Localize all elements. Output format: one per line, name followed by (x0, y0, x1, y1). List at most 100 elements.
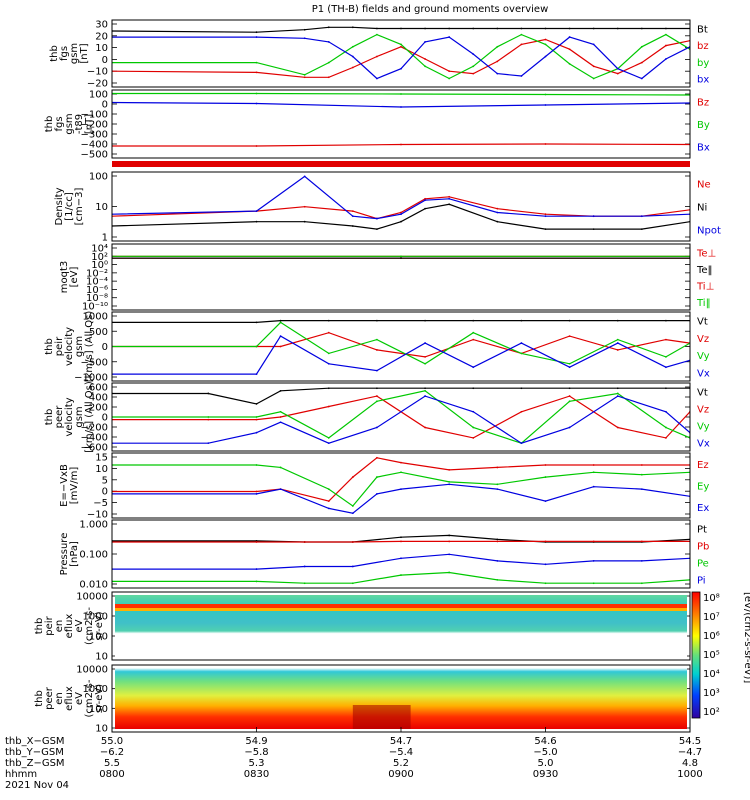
data-point (303, 205, 306, 208)
panel-ylabel: sr-eV) (94, 611, 105, 640)
data-point (448, 77, 451, 80)
panel-ylabel: peir (54, 336, 65, 356)
data-point (544, 563, 547, 566)
data-point (448, 27, 451, 30)
data-point (472, 437, 475, 439)
y-tick-label: 1000 (83, 312, 108, 323)
data-point (496, 538, 499, 541)
legend-Vz: Vz (697, 334, 709, 345)
series-group (112, 534, 690, 585)
data-point (376, 77, 378, 80)
x-tick-label: 54.7 (390, 736, 412, 747)
legend-Vz: Vz (697, 405, 709, 416)
y-tick-label: 100 (89, 172, 108, 183)
data-point (255, 418, 258, 421)
data-point (207, 392, 210, 395)
panel-frame (111, 171, 691, 242)
data-point (616, 395, 619, 397)
data-point (351, 45, 354, 48)
data-point (303, 220, 306, 223)
panel-peir_eflux: thb peir en eflux eV (cm2-s-sr-eV) 10000 1000 10… (34, 591, 691, 663)
x-tick-label: 5.0 (538, 758, 554, 769)
panel-ylabel: E=−VxB (59, 464, 70, 507)
y-tick-label: −400 (81, 140, 108, 151)
data-point (327, 41, 330, 43)
data-point (568, 62, 571, 65)
colorbar-scale (691, 591, 701, 719)
y-tick-label: 500 (89, 327, 108, 338)
data-point (520, 43, 523, 46)
data-point (400, 143, 402, 146)
x-tick-label: 5.3 (249, 758, 265, 769)
data-point (496, 578, 499, 581)
legend-Ey: Ey (697, 482, 709, 493)
y-tick-label: −20 (87, 79, 108, 90)
data-point (351, 66, 354, 69)
data-point (496, 60, 499, 63)
panel-ylabel: gsm (64, 113, 75, 134)
panel-ylabel: thb (49, 45, 60, 62)
data-point (327, 507, 330, 510)
data-point (448, 483, 451, 486)
data-point (568, 335, 571, 338)
ion-peak-band (115, 604, 687, 608)
data-point (376, 27, 378, 30)
data-point (640, 473, 643, 476)
y-tick-label: 10 (95, 202, 108, 213)
data-point (640, 464, 643, 466)
panel-ylabel: velocity (64, 327, 75, 366)
data-point (279, 389, 282, 392)
legend-Ex: Ex (697, 503, 709, 514)
y-tick-label: 10 (95, 464, 108, 475)
y-tick-label: 20 (95, 31, 108, 42)
y-tick-label: −200 (81, 120, 108, 131)
data-point (520, 342, 523, 344)
y-tick-label: 30 (95, 20, 108, 31)
data-point (448, 540, 451, 543)
data-point (520, 352, 523, 355)
panel-ylabel: moqt3 (59, 261, 70, 294)
data-point (303, 175, 306, 178)
data-point (255, 580, 258, 583)
legend-Ez: Ez (697, 460, 709, 471)
data-point (592, 464, 595, 466)
data-point (376, 217, 378, 220)
data-point (351, 26, 354, 29)
legend-Te⊥: Te⊥ (696, 248, 716, 259)
data-point (376, 456, 378, 459)
data-point (327, 387, 330, 390)
data-point (424, 27, 426, 30)
x-tick-label: 0930 (533, 769, 558, 780)
legend-Npot: Npot (697, 226, 721, 237)
data-point (303, 37, 306, 40)
legend-Pb: Pb (697, 542, 709, 553)
series-group (112, 255, 690, 259)
data-point (255, 541, 258, 543)
legend-Vx: Vx (697, 439, 710, 450)
legend-Bx: Bx (697, 143, 710, 154)
data-point (592, 485, 595, 488)
data-point (351, 541, 354, 543)
series-line-Vy (112, 321, 690, 365)
y-tick-label: −10 (87, 67, 108, 78)
panel-pressure: Pressure [nPa] 1.000 0.100 0.010 Pt Pb Pe Pi (59, 519, 709, 591)
data-point (592, 215, 595, 218)
series-line-Pi (112, 553, 690, 570)
data-point (472, 410, 475, 413)
data-point (544, 476, 547, 478)
colorbar: 10⁸ 10⁷ 10⁶ 10⁵ 10⁴ 10³ 10² [eV/(cm2-s-sr-eV)] (691, 591, 750, 719)
y-tick-label: −5 (93, 498, 108, 509)
legend-bz: bz (697, 41, 709, 52)
panel-ylabel: (cm2-s- (84, 607, 95, 645)
data-point (448, 70, 451, 73)
data-point (376, 369, 378, 372)
data-point (592, 560, 595, 562)
data-point (376, 395, 378, 397)
data-point (592, 540, 595, 543)
x-tick-label: 54.9 (245, 736, 267, 747)
y-tick-label: 10⁻⁸ (86, 293, 108, 304)
data-point (665, 387, 667, 390)
data-point (520, 387, 523, 390)
